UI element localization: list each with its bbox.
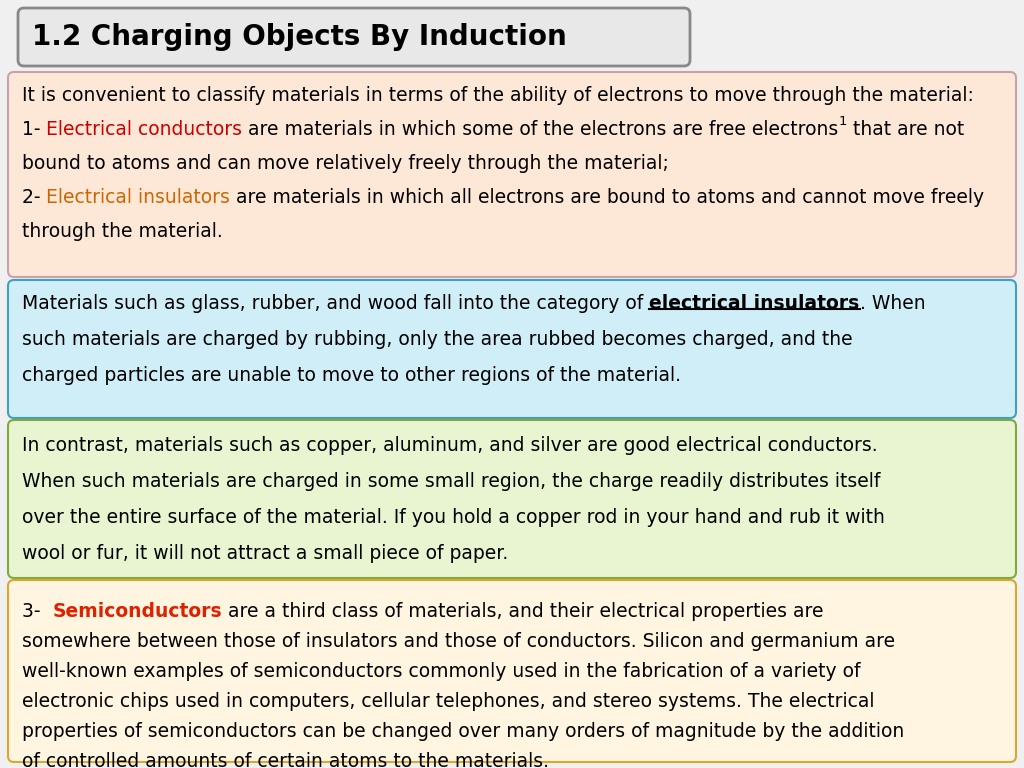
- Text: through the material.: through the material.: [22, 222, 223, 241]
- FancyBboxPatch shape: [8, 580, 1016, 762]
- Text: Materials such as glass, rubber, and wood fall into the category of: Materials such as glass, rubber, and woo…: [22, 294, 649, 313]
- Text: 1.2 Charging Objects By Induction: 1.2 Charging Objects By Induction: [32, 23, 566, 51]
- Text: bound to atoms and can move relatively freely through the material;: bound to atoms and can move relatively f…: [22, 154, 669, 173]
- Text: of controlled amounts of certain atoms to the materials.: of controlled amounts of certain atoms t…: [22, 752, 549, 768]
- Text: In contrast, materials such as copper, aluminum, and silver are good electrical : In contrast, materials such as copper, a…: [22, 436, 878, 455]
- FancyBboxPatch shape: [8, 72, 1016, 277]
- Text: somewhere between those of insulators and those of conductors. Silicon and germa: somewhere between those of insulators an…: [22, 632, 895, 651]
- Text: 3-: 3-: [22, 602, 52, 621]
- Text: are a third class of materials, and their electrical properties are: are a third class of materials, and thei…: [222, 602, 823, 621]
- Text: are materials in which some of the electrons are free electrons: are materials in which some of the elect…: [243, 120, 839, 139]
- Text: such materials are charged by rubbing, only the area rubbed becomes charged, and: such materials are charged by rubbing, o…: [22, 330, 853, 349]
- Text: 2-: 2-: [22, 188, 46, 207]
- Text: that are not: that are not: [847, 120, 965, 139]
- Text: . When: . When: [859, 294, 925, 313]
- Text: When such materials are charged in some small region, the charge readily distrib: When such materials are charged in some …: [22, 472, 881, 491]
- Text: Electrical conductors: Electrical conductors: [46, 120, 243, 139]
- Text: 1-: 1-: [22, 120, 46, 139]
- Text: are materials in which all electrons are bound to atoms and cannot move freely: are materials in which all electrons are…: [230, 188, 984, 207]
- Text: Electrical insulators: Electrical insulators: [46, 188, 230, 207]
- Text: properties of semiconductors can be changed over many orders of magnitude by the: properties of semiconductors can be chan…: [22, 722, 904, 741]
- Text: Semiconductors: Semiconductors: [52, 602, 222, 621]
- Text: charged particles are unable to move to other regions of the material.: charged particles are unable to move to …: [22, 366, 681, 385]
- Text: electrical insulators: electrical insulators: [649, 294, 859, 313]
- Text: well-known examples of semiconductors commonly used in the fabrication of a vari: well-known examples of semiconductors co…: [22, 662, 860, 681]
- Text: wool or fur, it will not attract a small piece of paper.: wool or fur, it will not attract a small…: [22, 544, 508, 563]
- Text: electronic chips used in computers, cellular telephones, and stereo systems. The: electronic chips used in computers, cell…: [22, 692, 874, 711]
- Text: It is convenient to classify materials in terms of the ability of electrons to m: It is convenient to classify materials i…: [22, 86, 974, 105]
- FancyBboxPatch shape: [8, 280, 1016, 418]
- FancyBboxPatch shape: [8, 420, 1016, 578]
- FancyBboxPatch shape: [18, 8, 690, 66]
- Text: over the entire surface of the material. If you hold a copper rod in your hand a: over the entire surface of the material.…: [22, 508, 885, 527]
- Text: 1: 1: [839, 115, 847, 128]
